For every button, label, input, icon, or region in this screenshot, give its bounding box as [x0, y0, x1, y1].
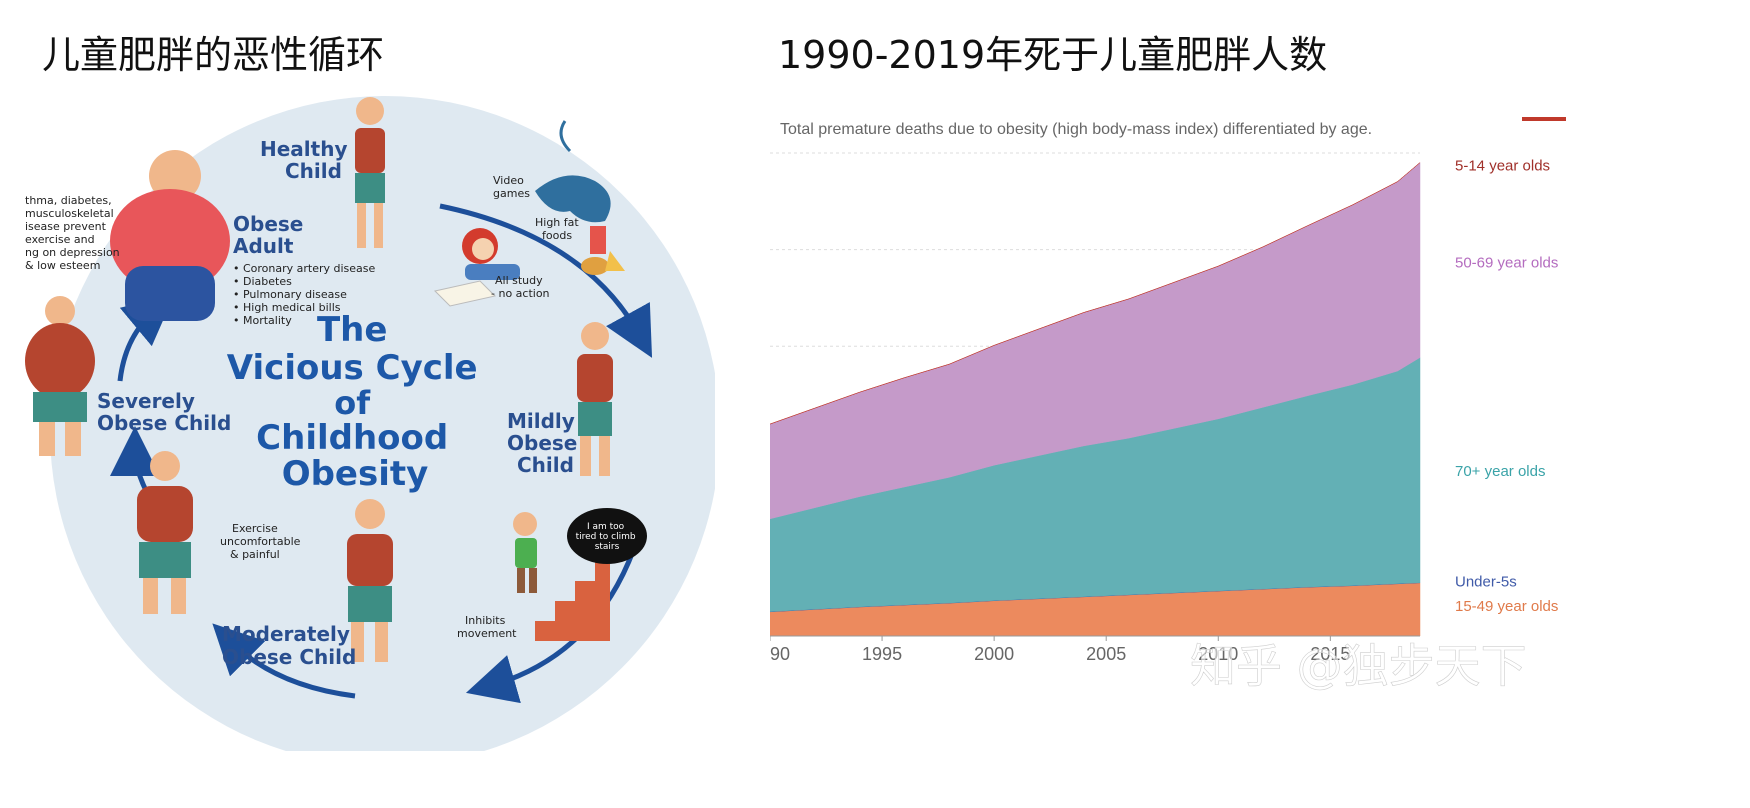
- chart-subtitle: Total premature deaths due to obesity (h…: [780, 121, 1372, 138]
- high-fat-note: High fat foods: [535, 216, 582, 242]
- corner-mark: [1522, 117, 1566, 121]
- stairs-icon: [535, 561, 610, 641]
- tired-bubble-text: I am too tired to climb stairs: [576, 522, 639, 552]
- series-label: 15-49 year olds: [1455, 598, 1558, 615]
- severely-obese-label: Severely Obese Child: [97, 389, 231, 435]
- exercise-note: Exercise uncomfortable & painful: [220, 522, 304, 561]
- obese-adult-label: Obese Adult: [233, 212, 310, 258]
- chart-svg: Total premature deaths due to obesity (h…: [770, 117, 1566, 693]
- studying-girl-icon: [434, 228, 520, 307]
- inhibits-movement-note: Inhibits movement: [457, 614, 517, 640]
- x-tick-label: 1990: [770, 644, 790, 664]
- healthy-child-label: Healthy Child: [260, 137, 354, 183]
- all-study-note: All study - no action: [491, 274, 550, 300]
- mildly-obese-label: Mildly Obese Child: [507, 409, 584, 477]
- tired-speech-bubble: [567, 508, 647, 564]
- game-controller-icon: [535, 120, 611, 223]
- vicious-cycle-infographic: Healthy Child Mildly Obese Child Moderat…: [25, 96, 715, 751]
- x-tick-label: 2010: [1198, 644, 1238, 664]
- adult-conditions-list: • Coronary artery disease • Diabetes • P…: [233, 262, 379, 327]
- left-obese-figure: [25, 296, 95, 456]
- x-tick-label: 1995: [862, 644, 902, 664]
- healthy-child-figure: [355, 97, 385, 248]
- infographic-illustration: Healthy Child Mildly Obese Child Moderat…: [25, 96, 715, 751]
- x-tick-label: 2000: [974, 644, 1014, 664]
- axes: 01 million2 million3 million4 million5 m…: [770, 635, 1420, 664]
- series-label: 70+ year olds: [1455, 463, 1545, 480]
- moderately-obese-figure: [347, 499, 393, 662]
- series-labels: 15-49 year olds Under-5s 70+ year olds 50-6…: [1455, 157, 1558, 614]
- series-label: 50-69 year olds: [1455, 255, 1558, 272]
- vicious-cycle-title: The Vicious Cycle of Childhood Obesity: [227, 310, 483, 494]
- obese-adult-figure: [110, 150, 230, 321]
- watermark: 知乎 @独步天下: [1190, 639, 1527, 693]
- health-issues-note: thma, diabetes, musculoskeletal isease p…: [25, 194, 123, 272]
- mildly-obese-figure: [577, 322, 613, 476]
- fast-food-icon: [581, 226, 625, 275]
- stacked-areas: [770, 161, 1421, 637]
- right-panel-title: 1990-2019年死于儿童肥胖人数: [778, 33, 1328, 77]
- area-5-14-year-olds: [770, 161, 1421, 425]
- x-tick-label: 2015: [1310, 644, 1350, 664]
- left-panel-title: 儿童肥胖的恶性循环: [42, 33, 385, 77]
- video-games-note: Video games: [493, 174, 530, 200]
- series-label: 5-14 year olds: [1455, 157, 1550, 174]
- climbing-boy-icon: [513, 512, 537, 593]
- severely-obese-figure: [137, 451, 193, 614]
- series-label: Under-5s: [1455, 574, 1517, 591]
- obesity-deaths-chart: Total premature deaths due to obesity (h…: [770, 112, 1750, 772]
- moderately-obese-label: Moderately Obese Child: [222, 622, 357, 669]
- x-tick-label: 2005: [1086, 644, 1126, 664]
